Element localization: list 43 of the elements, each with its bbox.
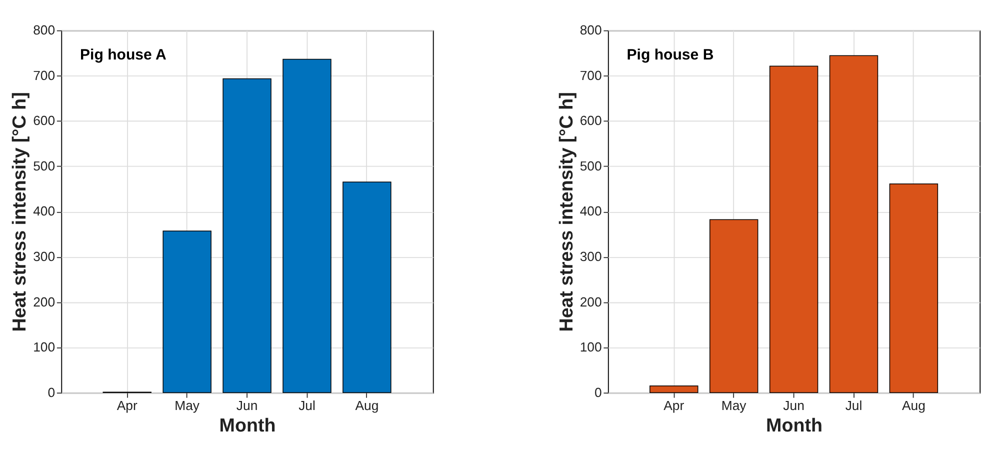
y-tick-label: 700 — [33, 68, 56, 83]
y-tick-label: 600 — [33, 113, 56, 128]
x-tick-label: May — [721, 398, 747, 414]
y-tick-label: 700 — [580, 68, 602, 83]
y-tick-label: 500 — [580, 158, 602, 174]
annotation: Pig house B — [626, 46, 714, 64]
x-tick-label: Aug — [902, 398, 926, 414]
bar — [829, 55, 878, 394]
y-tick-label: 800 — [33, 22, 56, 38]
bar — [769, 66, 818, 394]
y-tick-label: 200 — [33, 294, 56, 310]
bar — [650, 385, 698, 394]
y-tick-label: 100 — [580, 340, 602, 355]
y-tick-label: 300 — [33, 248, 56, 264]
y-axis-title: Heat stress intensity [°C h] — [8, 92, 30, 332]
y-tick-label: 800 — [580, 22, 602, 38]
x-axis-title: Month — [219, 414, 276, 436]
y-tick-label: 500 — [33, 158, 56, 174]
y-tick-label: 0 — [594, 384, 602, 400]
annotation: Pig house A — [80, 46, 167, 64]
x-tick-label: Jul — [845, 398, 862, 414]
bar — [282, 58, 332, 394]
bar — [709, 219, 758, 394]
y-tick-label: 200 — [580, 294, 602, 310]
x-tick-label: Jul — [298, 398, 316, 414]
x-tick-label: Jun — [783, 398, 804, 414]
y-tick-label: 600 — [580, 113, 602, 128]
x-axis-title: Month — [766, 414, 822, 436]
x-tick-label: Apr — [664, 398, 685, 414]
y-tick-label: 400 — [33, 204, 56, 219]
y-tick-label: 0 — [48, 384, 56, 400]
y-tick-label: 300 — [580, 248, 602, 264]
x-tick-label: Jun — [236, 398, 258, 414]
x-tick-label: Aug — [355, 398, 379, 414]
y-tick-label: 400 — [580, 204, 602, 219]
bar — [889, 183, 938, 394]
x-tick-label: Apr — [116, 398, 138, 414]
x-tick-label: May — [174, 398, 200, 414]
bar — [222, 78, 272, 394]
y-tick-label: 100 — [33, 340, 56, 355]
bar — [342, 182, 392, 394]
y-axis-title: Heat stress intensity [°C h] — [555, 92, 576, 332]
bar — [162, 230, 212, 394]
